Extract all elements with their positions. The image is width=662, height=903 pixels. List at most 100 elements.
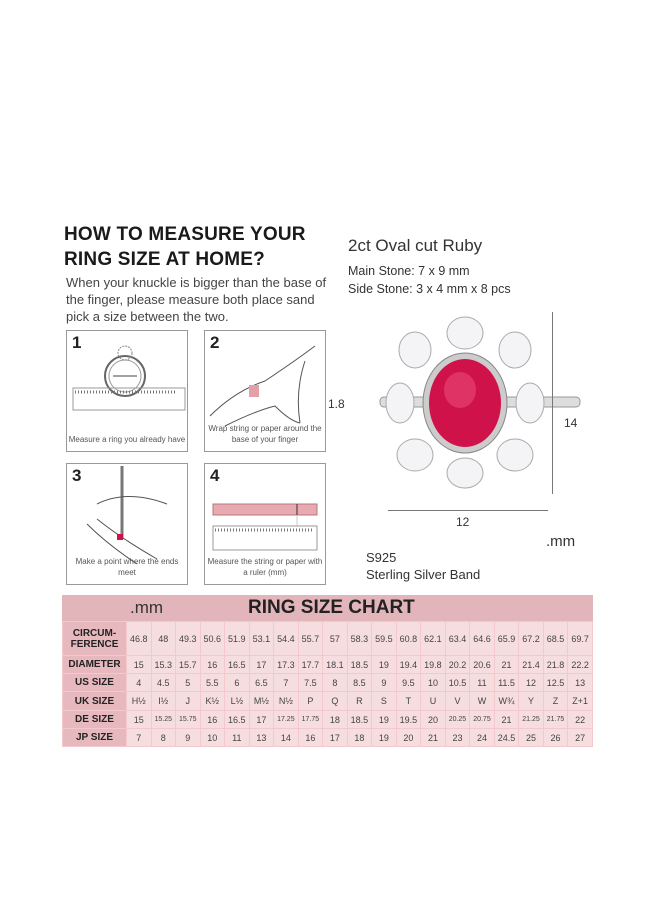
table-cell: 46.8	[126, 621, 152, 656]
table-cell: 20.25	[444, 710, 471, 729]
table-cell: 13	[567, 673, 593, 692]
table-cell: Z	[542, 691, 569, 711]
table-cell: 18.1	[322, 655, 348, 674]
table-cell: 25	[518, 728, 544, 747]
row-label: UK SIZE	[62, 691, 127, 711]
table-cell: 23	[444, 728, 471, 747]
chart-unit: .mm	[130, 598, 164, 617]
table-cell: 21	[493, 710, 520, 729]
table-cell: 16.5	[224, 710, 250, 729]
table-cell: W	[469, 691, 495, 711]
mark-finger-icon	[86, 466, 168, 565]
table-cell: 15	[126, 710, 152, 729]
table-cell: 16	[199, 655, 226, 674]
table-cell: 19.8	[420, 655, 446, 674]
height-dim: 14	[564, 416, 578, 430]
table-cell: 69.7	[567, 621, 593, 656]
table-cell: 59.5	[371, 621, 397, 656]
table-cell: 5	[175, 673, 201, 692]
table-cell: 18.5	[346, 655, 373, 674]
width-dim: 12	[456, 515, 470, 529]
table-cell: 50.6	[199, 621, 226, 656]
table-cell: 24.5	[493, 728, 520, 747]
step-caption: Make a point where the ends meet	[75, 557, 179, 577]
table-cell: 19.5	[395, 710, 422, 729]
chart-title: RING SIZE CHART	[248, 597, 415, 618]
table-cell: 4.5	[150, 673, 177, 692]
table-cell: 24	[469, 728, 495, 747]
table-cell: 7	[126, 728, 152, 747]
side-stone-spec: Side Stone: 3 x 4 mm x 8 pcs	[348, 282, 511, 296]
table-cell: 10.5	[444, 673, 471, 692]
main-stone-spec: Main Stone: 7 x 9 mm	[348, 264, 470, 278]
table-cell: 17	[248, 655, 275, 674]
table-cell: U	[420, 691, 446, 711]
table-cell: 18.5	[346, 710, 373, 729]
table-cell: N½	[273, 691, 299, 711]
table-cell: P	[297, 691, 324, 711]
table-cell: 9	[175, 728, 201, 747]
size-table: CIRCUM- FERENCE 46.8 48 49.3 50.6 51.9 53.1 54.…	[62, 621, 593, 747]
table-cell: 67.2	[518, 621, 544, 656]
chart-header: .mm RING SIZE CHART	[62, 595, 593, 621]
table-cell: I½	[150, 691, 177, 711]
table-cell: 7.5	[297, 673, 324, 692]
table-cell: 17	[248, 710, 275, 729]
table-cell: 17.7	[297, 655, 324, 674]
step-caption: Measure the string or paper with a ruler…	[207, 557, 323, 577]
table-cell: 7	[273, 673, 299, 692]
row-label: US SIZE	[62, 673, 127, 692]
table-cell: T	[395, 691, 422, 711]
table-cell: S	[371, 691, 397, 711]
table-cell: 21.8	[542, 655, 569, 674]
title-line-2: RING SIZE AT HOME?	[64, 249, 265, 270]
title-line-1: HOW TO MEASURE YOUR	[64, 224, 306, 245]
ring-image	[379, 316, 581, 489]
table-cell: 18	[322, 710, 348, 729]
table-cell: 5.5	[199, 673, 226, 692]
table-cell: 62.1	[420, 621, 446, 656]
step-number: 3	[72, 466, 82, 485]
table-cell: 57	[322, 621, 348, 656]
table-cell: 8	[150, 728, 177, 747]
table-cell: 53.1	[248, 621, 275, 656]
table-cell: Y	[518, 691, 544, 711]
table-cell: 19	[371, 710, 397, 729]
height-dim-line	[552, 312, 553, 494]
table-cell: 48	[150, 621, 177, 656]
table-cell: 20	[395, 728, 422, 747]
table-cell: 14	[273, 728, 299, 747]
table-cell: R	[346, 691, 373, 711]
step-1: 1 Measure a ring you already have	[66, 330, 188, 452]
table-cell: 21.75	[542, 710, 569, 729]
table-cell: 27	[567, 728, 593, 747]
table-cell: 12.5	[542, 673, 569, 692]
row-label: JP SIZE	[62, 728, 127, 747]
table-cell: 9	[371, 673, 397, 692]
table-cell: 15.25	[150, 710, 177, 729]
table-cell: 6	[224, 673, 250, 692]
material-code: S925	[366, 550, 397, 565]
table-cell: 8	[322, 673, 348, 692]
table-row: JP SIZE 7 8 9 10 11 13 14 16 17 18 19 20 21 23 24 24.5 25…	[62, 728, 593, 747]
table-cell: 26	[542, 728, 569, 747]
guide-title: HOW TO MEASURE YOUR RING SIZE AT HOME?	[64, 222, 306, 272]
table-cell: 19	[371, 655, 397, 674]
table-cell: 17	[322, 728, 348, 747]
table-cell: 19	[371, 728, 397, 747]
table-cell: 55.7	[297, 621, 324, 656]
table-cell: 63.4	[444, 621, 471, 656]
step-number: 4	[210, 466, 220, 485]
table-cell: 12	[518, 673, 544, 692]
table-row: US SIZE 4 4.5 5 5.5 6 6.5 7 7.5 8 8.5 9 9.5 10 10.5 11 1…	[62, 673, 593, 692]
guide-intro: When your knuckle is bigger than the bas…	[66, 275, 327, 324]
band-dim: 1.8	[328, 397, 345, 411]
ring-size-chart: .mm RING SIZE CHART CIRCUM- FERENCE 46.8 4…	[62, 595, 593, 747]
step-4: 4 Measure the string or paper with a rul…	[204, 463, 326, 585]
table-row: UK SIZE H½ I½ J K½ L½ M½ N½ P Q R S T U V W W¾ Y Z Z+1	[62, 691, 593, 711]
row-label: DIAMETER	[62, 655, 127, 674]
table-cell: 21.4	[518, 655, 544, 674]
table-cell: 17.3	[273, 655, 299, 674]
table-cell: 11	[224, 728, 250, 747]
table-cell: 11	[469, 673, 495, 692]
